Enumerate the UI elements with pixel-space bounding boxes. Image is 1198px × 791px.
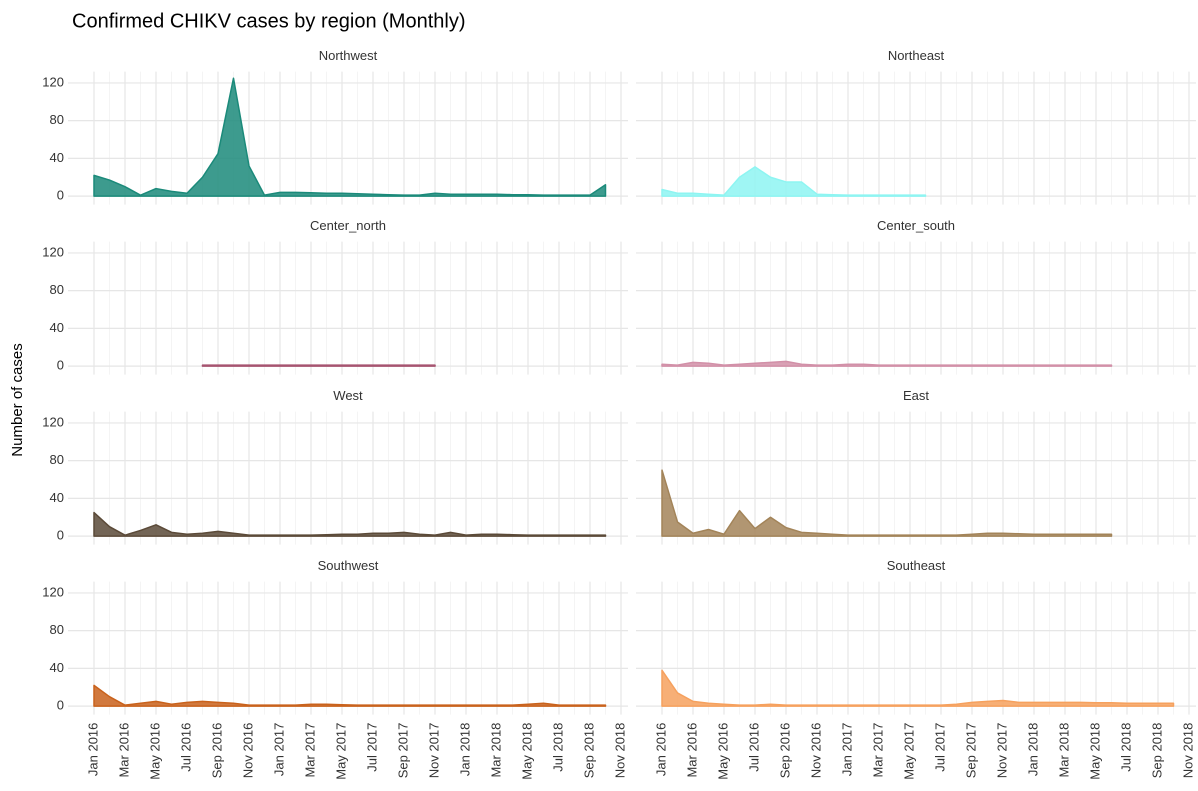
x-tick-label: May 2017 [333, 723, 348, 780]
facet-label: West [333, 388, 363, 403]
x-tick-label: Sep 2018 [581, 723, 596, 779]
y-tick-label: 0 [57, 188, 64, 203]
y-tick-label: 40 [50, 320, 64, 335]
x-tick-label: Nov 2016 [240, 723, 255, 779]
x-tick-label: Mar 2017 [302, 723, 317, 778]
y-tick-label: 120 [42, 414, 64, 429]
x-tick-label: Nov 2017 [426, 723, 441, 779]
x-tick-label: Nov 2018 [1180, 723, 1195, 779]
area [93, 684, 607, 707]
x-tick-label: Jul 2018 [1118, 723, 1133, 772]
x-tick-label: May 2016 [147, 723, 162, 780]
area [661, 669, 1175, 707]
facet-label: East [903, 388, 929, 403]
x-tick-label: Sep 2017 [395, 723, 410, 779]
x-tick-label: Jul 2016 [746, 723, 761, 772]
x-tick-label: May 2017 [901, 723, 916, 780]
x-tick-label: Nov 2018 [612, 723, 627, 779]
facet-label: Southwest [318, 558, 379, 573]
x-tick-label: Jul 2017 [932, 723, 947, 772]
x-tick-label: May 2018 [519, 723, 534, 780]
x-tick-label: Mar 2018 [488, 723, 503, 778]
x-tick-label: Mar 2018 [1056, 723, 1071, 778]
x-tick-label: Sep 2018 [1149, 723, 1164, 779]
x-tick-label: Sep 2017 [963, 723, 978, 779]
y-tick-label: 80 [50, 622, 64, 637]
y-tick-label: 0 [57, 528, 64, 543]
x-tick-label: Mar 2017 [870, 723, 885, 778]
y-tick-label: 40 [50, 490, 64, 505]
area [661, 469, 1113, 537]
x-tick-label: Jan 2018 [1025, 723, 1040, 777]
x-tick-label: Jul 2016 [178, 723, 193, 772]
x-tick-label: Sep 2016 [209, 723, 224, 779]
y-tick-label: 80 [50, 112, 64, 127]
area [661, 166, 927, 197]
facet-label: Center_north [310, 218, 386, 233]
facet-label: Northwest [319, 48, 378, 63]
y-axis-label: Number of cases [9, 343, 26, 456]
x-tick-label: Nov 2016 [808, 723, 823, 779]
y-tick-label: 120 [42, 584, 64, 599]
x-tick-label: Jul 2017 [364, 723, 379, 772]
area [661, 360, 1113, 367]
y-tick-label: 120 [42, 244, 64, 259]
y-tick-label: 120 [42, 74, 64, 89]
area [93, 511, 607, 537]
y-tick-label: 80 [50, 452, 64, 467]
x-tick-label: May 2016 [715, 723, 730, 780]
x-tick-label: Jul 2018 [550, 723, 565, 772]
facet-label: Southeast [887, 558, 946, 573]
y-tick-label: 40 [50, 150, 64, 165]
x-tick-label: Mar 2016 [684, 723, 699, 778]
y-tick-label: 0 [57, 358, 64, 373]
x-tick-label: Jan 2017 [271, 723, 286, 777]
facet-label: Northeast [888, 48, 945, 63]
y-tick-label: 80 [50, 282, 64, 297]
area [93, 77, 607, 197]
y-tick-label: 40 [50, 660, 64, 675]
x-tick-label: Jan 2017 [839, 723, 854, 777]
facet-label: Center_south [877, 218, 955, 233]
x-tick-label: Jan 2018 [457, 723, 472, 777]
x-tick-label: Jan 2016 [85, 723, 100, 777]
x-tick-label: Sep 2016 [777, 723, 792, 779]
area [201, 364, 436, 367]
chart-title: Confirmed CHIKV cases by region (Monthly… [72, 10, 465, 32]
x-tick-label: Nov 2017 [994, 723, 1009, 779]
x-tick-label: Mar 2016 [116, 723, 131, 778]
y-tick-label: 0 [57, 698, 64, 713]
x-tick-label: Jan 2016 [653, 723, 668, 777]
x-tick-label: May 2018 [1087, 723, 1102, 780]
